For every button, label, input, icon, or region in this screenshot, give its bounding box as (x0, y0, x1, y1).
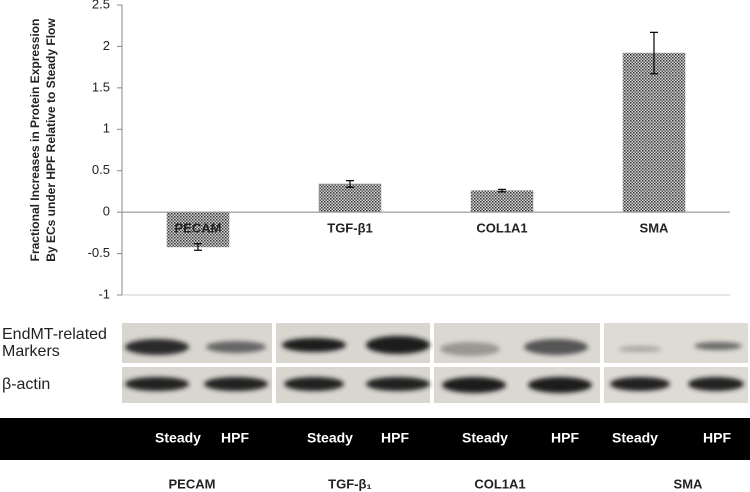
blot-labels: EndMT-related Markers β-actin Steady HPF Stea… (2, 326, 731, 491)
y-axis-label: Fractional Increases in Protein Expressi… (28, 19, 42, 262)
lane-bar (0, 418, 750, 460)
lane-label: Steady (462, 430, 508, 446)
row-label: β-actin (2, 376, 50, 393)
category-label: PECAM (175, 221, 222, 236)
bar (166, 211, 230, 248)
marker-label: PECAM (169, 476, 216, 491)
y-tick-label: 2 (103, 38, 110, 53)
lane-label: Steady (155, 430, 201, 446)
blot-panels (122, 323, 748, 403)
row-label: EndMT-related Markers (2, 326, 107, 360)
lane-label: HPF (221, 430, 249, 446)
error-bar (650, 31, 658, 75)
category-label: SMA (640, 221, 670, 236)
lane-label: HPF (703, 430, 731, 446)
y-axis-label: By ECs under HPF Relative to Steady Flow (44, 18, 58, 262)
y-tick-label: 0 (103, 204, 110, 219)
y-tick-label: 2.5 (92, 0, 110, 11)
y-tick-label: -0.5 (88, 245, 110, 260)
lane-label: Steady (307, 430, 353, 446)
plot: -1 -0.5 0 0.5 1 1.5 2 2.5 Fractional Increases i… (28, 0, 730, 301)
y-tick-label: 0.5 (92, 162, 110, 177)
lane-label: Steady (612, 430, 658, 446)
bar (622, 52, 686, 213)
error-bar (194, 243, 202, 251)
bar (470, 190, 534, 213)
marker-label: COL1A1 (474, 476, 525, 491)
marker-label: SMA (674, 476, 704, 491)
marker-label: TGF-β₁ (328, 476, 372, 491)
error-bar (346, 180, 354, 188)
y-tick-label: 1.5 (92, 79, 110, 94)
lane-label: HPF (381, 430, 409, 446)
lane-label: HPF (551, 430, 579, 446)
y-tick-label: 1 (103, 121, 110, 136)
bar (318, 183, 382, 213)
y-tick-label: -1 (98, 286, 110, 301)
category-label: TGF-β1 (327, 221, 373, 236)
error-bar (498, 188, 506, 193)
category-label: COL1A1 (476, 221, 527, 236)
